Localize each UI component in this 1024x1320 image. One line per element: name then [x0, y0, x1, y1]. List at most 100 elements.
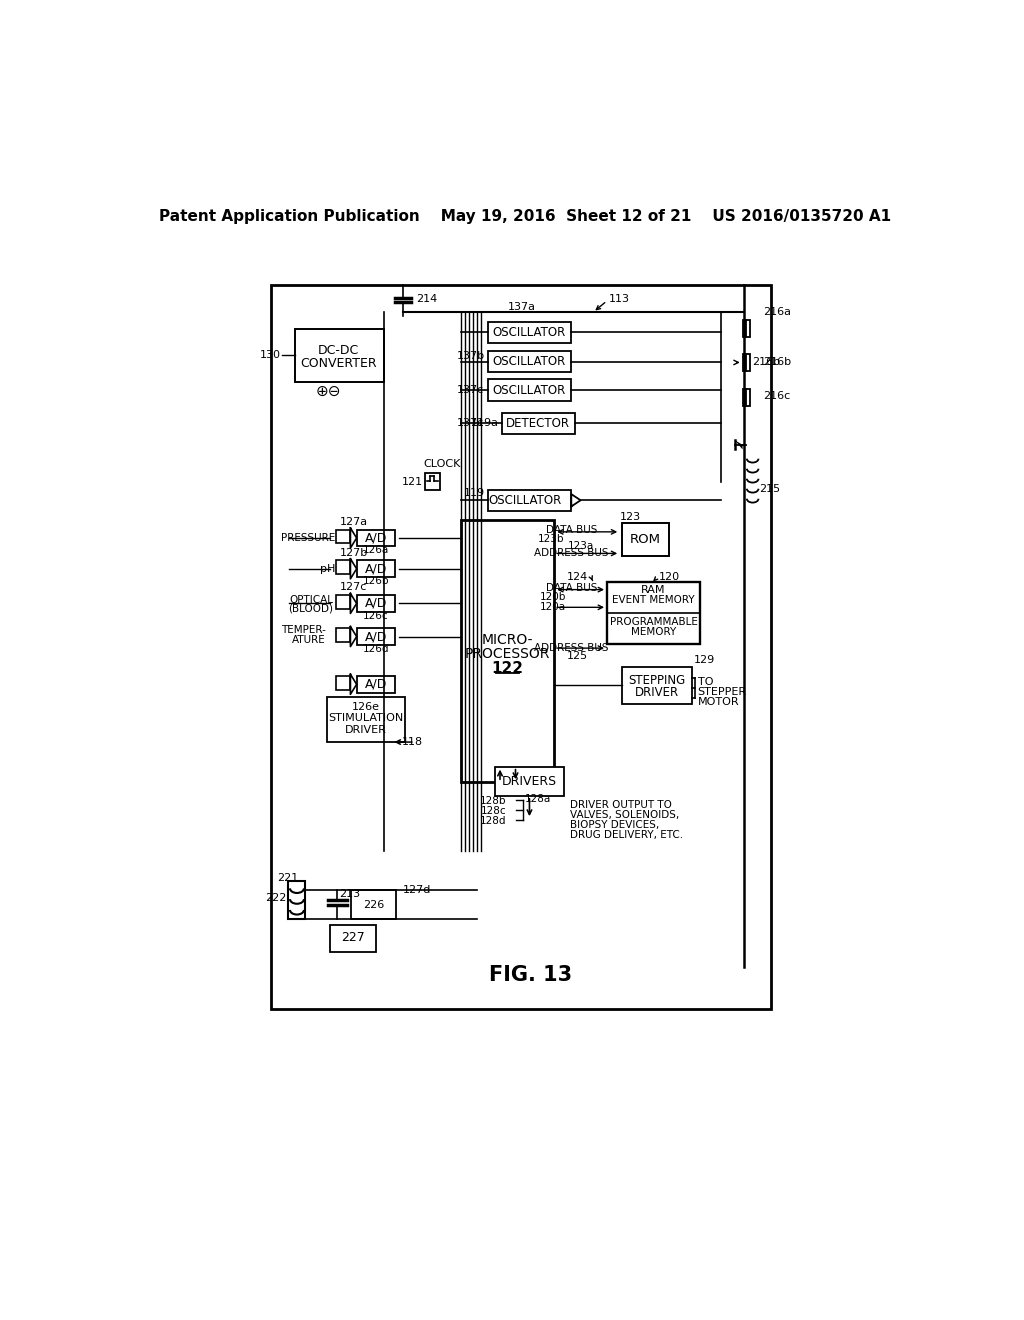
Text: VALVES, SOLENOIDS,: VALVES, SOLENOIDS,: [569, 810, 679, 820]
Bar: [356, 529, 395, 546]
Text: (BLOOD): (BLOOD): [289, 603, 334, 614]
Text: DRIVER OUTPUT TO: DRIVER OUTPUT TO: [569, 800, 672, 810]
Text: 123: 123: [621, 512, 641, 523]
Bar: [746, 321, 750, 337]
Text: 222: 222: [265, 892, 287, 903]
Text: ATURE: ATURE: [292, 635, 326, 644]
Text: pH: pH: [321, 564, 336, 574]
Text: TEMPER-: TEMPER-: [281, 624, 326, 635]
Text: PROGRAMMABLE: PROGRAMMABLE: [609, 616, 697, 627]
Bar: [502, 412, 575, 434]
Bar: [742, 354, 745, 371]
Bar: [487, 379, 571, 401]
Bar: [356, 628, 395, 645]
Text: ⊕⊖: ⊕⊖: [315, 383, 341, 399]
Bar: [337, 595, 350, 609]
Text: MICRO-: MICRO-: [482, 632, 534, 647]
Text: 127d: 127d: [403, 884, 431, 895]
Bar: [351, 890, 396, 919]
Text: A/D: A/D: [365, 532, 387, 545]
Text: 226: 226: [364, 899, 384, 909]
Text: 128b: 128b: [479, 796, 506, 807]
Text: 119: 119: [464, 488, 484, 499]
Text: DRUG DELIVERY, ETC.: DRUG DELIVERY, ETC.: [569, 830, 683, 841]
Text: TO: TO: [697, 677, 713, 686]
Bar: [746, 354, 750, 371]
Text: ADDRESS BUS: ADDRESS BUS: [535, 643, 608, 653]
Polygon shape: [350, 528, 356, 548]
Text: Patent Application Publication    May 19, 2016  Sheet 12 of 21    US 2016/013572: Patent Application Publication May 19, 2…: [159, 209, 891, 223]
Bar: [295, 330, 384, 381]
Bar: [356, 595, 395, 612]
Text: 126d: 126d: [362, 644, 389, 653]
Text: 125: 125: [567, 651, 588, 661]
Text: OSCILLATOR: OSCILLATOR: [493, 326, 566, 339]
Text: ROM: ROM: [630, 533, 662, 546]
Bar: [487, 351, 571, 372]
Bar: [337, 676, 350, 689]
Bar: [356, 676, 395, 693]
Text: 121: 121: [402, 477, 423, 487]
Text: 216b: 216b: [752, 356, 780, 367]
Text: A/D: A/D: [365, 562, 387, 576]
Bar: [337, 560, 350, 574]
Bar: [337, 529, 350, 544]
Bar: [271, 285, 771, 1010]
Polygon shape: [735, 441, 742, 449]
Text: 130: 130: [260, 350, 281, 360]
Polygon shape: [350, 675, 356, 694]
Text: EVENT MEMORY: EVENT MEMORY: [612, 594, 694, 605]
Bar: [742, 388, 745, 405]
Text: 215: 215: [760, 484, 780, 495]
Text: DATA BUS: DATA BUS: [546, 524, 597, 535]
Bar: [623, 667, 692, 704]
Text: 127b: 127b: [340, 548, 368, 557]
Text: 137a: 137a: [508, 302, 536, 312]
Text: 119a: 119a: [471, 418, 500, 428]
Text: 129: 129: [693, 656, 715, 665]
Text: 124: 124: [567, 572, 589, 582]
Bar: [607, 582, 700, 644]
Text: DRIVER: DRIVER: [345, 725, 387, 735]
Bar: [330, 924, 376, 952]
Text: OSCILLATOR: OSCILLATOR: [493, 384, 566, 397]
Text: 213: 213: [340, 888, 360, 899]
Text: 137c: 137c: [458, 385, 484, 395]
Text: 118: 118: [401, 737, 423, 747]
Polygon shape: [350, 558, 356, 578]
Bar: [742, 321, 745, 337]
Text: A/D: A/D: [365, 597, 387, 610]
Text: 113: 113: [608, 294, 630, 305]
Bar: [487, 322, 571, 343]
Text: RAM: RAM: [641, 585, 666, 594]
Text: DRIVER: DRIVER: [635, 686, 679, 700]
Text: STEPPING: STEPPING: [629, 675, 686, 686]
Text: OPTICAL: OPTICAL: [290, 594, 334, 605]
Polygon shape: [571, 494, 581, 507]
Text: 216c: 216c: [764, 391, 791, 400]
Bar: [487, 490, 571, 511]
Text: 214: 214: [417, 294, 437, 305]
Text: 126a: 126a: [362, 545, 389, 556]
Text: DETECTOR: DETECTOR: [506, 417, 570, 430]
Polygon shape: [350, 594, 356, 614]
Text: 126c: 126c: [364, 611, 389, 620]
Bar: [328, 697, 404, 742]
Text: OSCILLATOR: OSCILLATOR: [493, 355, 566, 368]
Text: 127c: 127c: [340, 582, 367, 593]
Text: 137b: 137b: [457, 351, 484, 360]
Text: A/D: A/D: [365, 630, 387, 643]
Text: 123a: 123a: [567, 541, 594, 550]
Text: 127a: 127a: [340, 517, 368, 527]
Text: 123b: 123b: [538, 533, 564, 544]
Text: 128d: 128d: [479, 816, 506, 826]
Bar: [461, 520, 554, 781]
Text: CONVERTER: CONVERTER: [300, 358, 377, 371]
Text: 216a: 216a: [764, 308, 792, 317]
Text: 120a: 120a: [540, 602, 566, 611]
Text: 128c: 128c: [480, 807, 506, 816]
Text: 120b: 120b: [540, 593, 566, 602]
Text: STEPPER: STEPPER: [697, 686, 746, 697]
Text: 128a: 128a: [524, 795, 551, 804]
Text: 122: 122: [492, 660, 523, 676]
